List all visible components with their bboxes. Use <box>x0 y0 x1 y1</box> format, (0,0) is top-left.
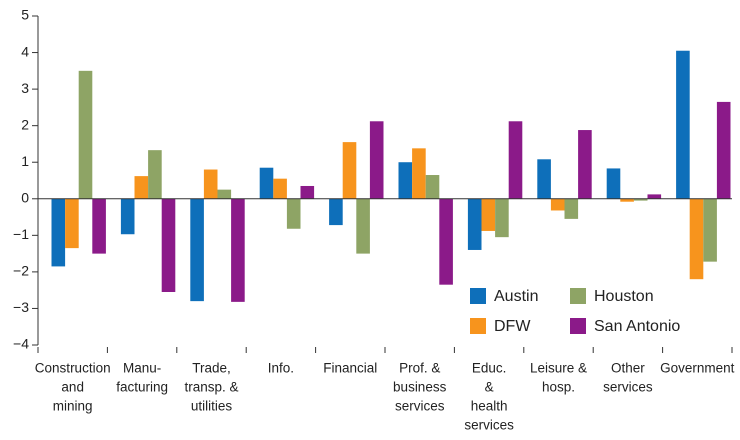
legend-swatch <box>470 318 486 334</box>
y-tick-label: 4 <box>21 43 29 59</box>
y-tick-label: 0 <box>21 189 29 205</box>
bar <box>620 198 634 202</box>
legend-label: Houston <box>594 288 654 305</box>
bar <box>689 198 704 280</box>
bar <box>78 70 93 199</box>
bar <box>606 168 621 199</box>
x-tick-label: transp. & <box>184 380 238 395</box>
legend-swatch <box>470 288 486 304</box>
bar <box>148 150 162 199</box>
x-tick-label: services <box>464 418 514 433</box>
bar <box>92 198 106 254</box>
bar <box>495 198 509 238</box>
bar <box>134 176 149 199</box>
legend-label: San Antonio <box>594 318 680 335</box>
bar <box>467 198 482 250</box>
bar <box>300 185 315 199</box>
x-tick-label: Educ. <box>472 361 507 376</box>
x-tick-label: Other <box>611 361 645 376</box>
y-tick-label: 3 <box>21 80 29 96</box>
bar <box>356 198 370 254</box>
bar <box>329 198 343 226</box>
x-tick-label: health <box>471 399 508 414</box>
bar <box>716 101 731 199</box>
bar <box>286 198 301 229</box>
bar <box>342 142 357 199</box>
y-tick-label: 1 <box>21 153 29 169</box>
bar <box>537 159 551 199</box>
bar <box>273 178 287 199</box>
x-tick-label: and <box>61 380 84 395</box>
x-tick-label: hosp. <box>542 380 575 395</box>
x-tick-label: Manu- <box>123 361 161 376</box>
legend-label: DFW <box>494 318 531 335</box>
bar <box>550 198 565 211</box>
x-tick-label: mining <box>53 399 93 414</box>
legend-label: Austin <box>494 288 538 305</box>
x-tick-label: services <box>603 380 653 395</box>
legend-swatch <box>570 288 586 304</box>
bar <box>425 175 440 199</box>
x-tick-label: utilities <box>191 399 233 414</box>
x-tick-label: Construction <box>35 361 111 376</box>
bar <box>231 198 245 302</box>
x-tick-label: Government <box>660 361 735 376</box>
bar <box>578 130 592 199</box>
bar <box>51 198 66 267</box>
y-tick-label: 5 <box>21 7 29 23</box>
bar <box>647 194 662 199</box>
bar <box>369 121 384 199</box>
x-tick-label: & <box>485 380 494 395</box>
legend-swatch <box>570 318 586 334</box>
bar <box>203 169 218 199</box>
y-tick-label: −3 <box>13 299 29 315</box>
bar <box>190 198 204 302</box>
bar <box>703 198 717 262</box>
x-tick-label: Financial <box>323 361 377 376</box>
bar <box>217 189 232 199</box>
x-tick-label: business <box>393 380 447 395</box>
bar <box>564 198 579 219</box>
y-tick-label: −4 <box>13 336 29 352</box>
x-tick-label: facturing <box>116 380 168 395</box>
bar <box>398 162 413 199</box>
y-tick-label: −1 <box>13 226 29 242</box>
y-tick-label: 2 <box>21 116 29 132</box>
x-tick-label: Leisure & <box>530 361 587 376</box>
bar <box>676 50 690 199</box>
bar <box>120 198 135 235</box>
y-tick-label: −2 <box>13 263 29 279</box>
x-tick-label: services <box>395 399 445 414</box>
bar <box>259 167 274 199</box>
bar <box>65 198 79 249</box>
bar <box>633 198 648 201</box>
bar <box>412 148 426 199</box>
x-tick-label: Trade, <box>192 361 231 376</box>
bar <box>439 198 453 285</box>
x-tick-label: Prof. & <box>399 361 440 376</box>
x-tick-label: Info. <box>268 361 294 376</box>
bar <box>508 121 523 199</box>
bar <box>161 198 176 292</box>
bar <box>481 198 496 231</box>
